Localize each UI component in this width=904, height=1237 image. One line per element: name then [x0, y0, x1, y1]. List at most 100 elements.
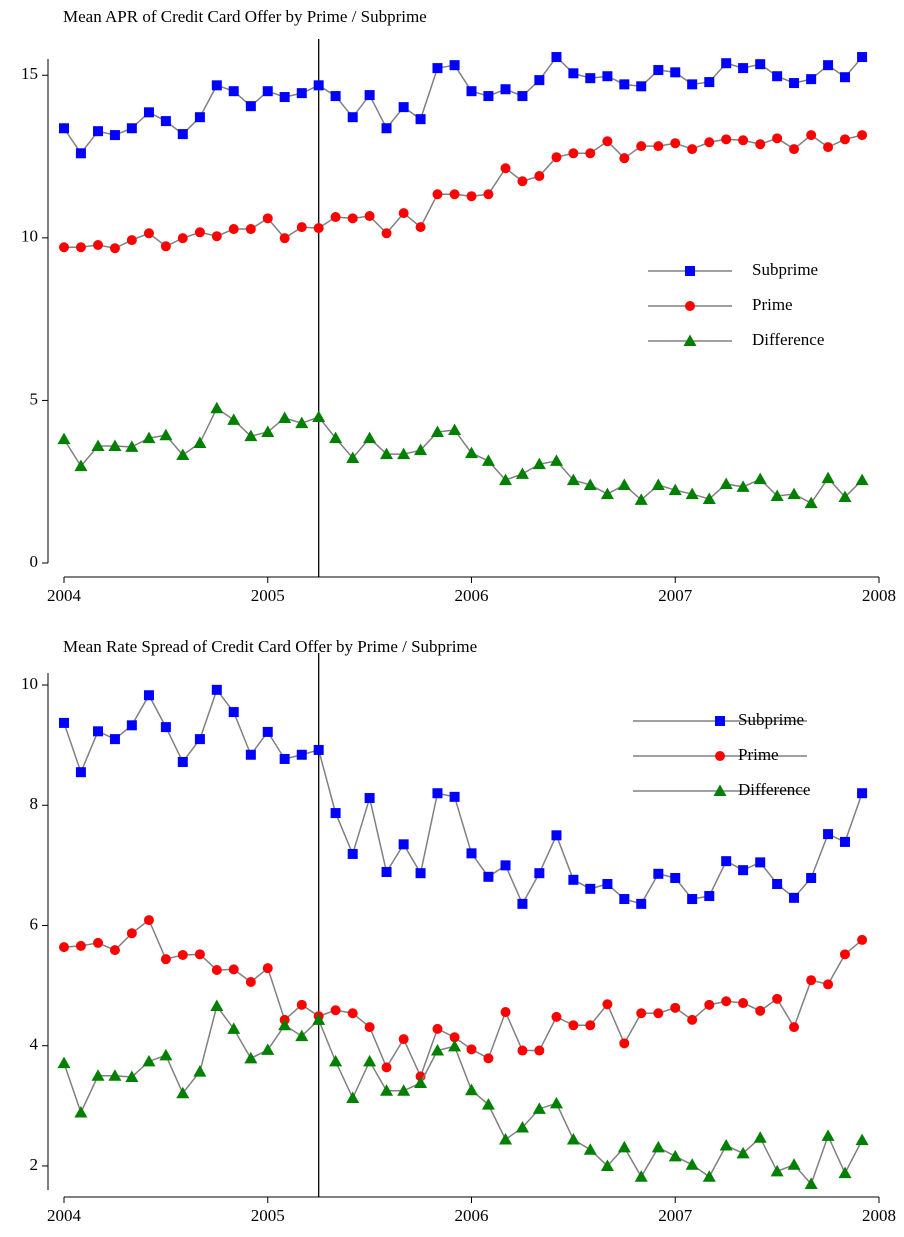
x-tick-label: 2005 [251, 1206, 285, 1225]
data-point [532, 457, 546, 470]
data-point [619, 79, 630, 90]
data-point [857, 934, 868, 945]
data-point [91, 439, 105, 451]
data-point [551, 152, 562, 163]
data-point [126, 123, 137, 134]
data-point [312, 410, 326, 423]
data-point [448, 423, 462, 436]
data-point [670, 872, 681, 883]
y-tick-label: 5 [30, 389, 39, 408]
data-point [75, 767, 86, 778]
data-point [804, 1177, 818, 1189]
data-point [228, 86, 239, 97]
data-point [483, 91, 494, 102]
data-point [126, 720, 137, 731]
data-point [736, 1146, 750, 1159]
data-point [789, 1022, 800, 1033]
data-point [279, 92, 290, 103]
data-point [142, 431, 156, 444]
y-tick-label: 15 [21, 64, 38, 83]
data-point [568, 1020, 579, 1031]
data-point [806, 130, 817, 141]
data-point [821, 471, 835, 484]
data-point [295, 416, 309, 429]
data-point [194, 734, 205, 745]
y-tick-label: 6 [30, 914, 39, 933]
x-tick-label: 2005 [251, 586, 285, 605]
data-point [583, 478, 597, 490]
data-point [619, 1038, 630, 1049]
data-point [296, 222, 307, 233]
data-point [617, 478, 631, 490]
data-point [736, 480, 750, 492]
data-point [585, 148, 596, 159]
data-point [585, 73, 596, 84]
data-point [789, 78, 800, 89]
data-point [74, 459, 88, 472]
data-point [449, 189, 460, 200]
data-point [449, 791, 460, 802]
data-point [534, 868, 545, 879]
data-point [380, 447, 394, 460]
data-point [347, 213, 358, 224]
data-point [93, 239, 104, 250]
data-point [770, 489, 784, 502]
data-point [838, 1166, 852, 1179]
x-tick-label: 2004 [47, 586, 82, 605]
data-point [738, 135, 749, 146]
data-point [685, 487, 699, 500]
legend-marker [715, 751, 725, 761]
x-tick-label: 2007 [658, 1206, 693, 1225]
x-tick-label: 2006 [455, 1206, 489, 1225]
data-point [602, 999, 613, 1010]
data-point [193, 1065, 207, 1077]
data-point [738, 865, 749, 876]
data-point [245, 749, 256, 760]
data-point [160, 722, 171, 733]
y-tick-label: 4 [30, 1035, 39, 1054]
data-point [93, 726, 104, 737]
data-point [279, 753, 290, 764]
data-point [262, 963, 273, 974]
data-point [515, 467, 529, 479]
data-point [329, 431, 343, 444]
data-point [500, 1007, 511, 1018]
data-point [228, 964, 239, 975]
data-point [381, 228, 392, 239]
data-point [719, 1139, 733, 1151]
data-point [839, 949, 850, 960]
data-point [789, 144, 800, 155]
data-point [432, 63, 443, 74]
data-point [313, 80, 324, 91]
data-point [397, 1084, 411, 1096]
x-tick-label: 2008 [862, 586, 896, 605]
data-point [772, 993, 783, 1004]
data-point [448, 1039, 462, 1052]
data-point [59, 942, 69, 953]
data-point [772, 879, 783, 890]
data-point [415, 222, 426, 233]
data-point [839, 72, 850, 83]
data-point [534, 75, 545, 86]
data-point [466, 1044, 477, 1055]
data-point [687, 79, 698, 90]
data-point [704, 77, 715, 88]
data-point [432, 788, 443, 799]
data-point [517, 91, 528, 102]
data-point [211, 80, 222, 91]
data-point [330, 212, 341, 223]
data-point [261, 425, 275, 437]
data-point [142, 1054, 156, 1067]
data-point [227, 1022, 241, 1034]
chart-title: Mean Rate Spread of Credit Card Offer by… [63, 637, 477, 656]
data-point [108, 1069, 122, 1081]
data-point [483, 1053, 494, 1064]
data-point [278, 411, 292, 423]
data-point [839, 134, 850, 145]
data-point [159, 428, 173, 441]
data-point [177, 949, 188, 960]
data-point [430, 425, 444, 437]
data-point [770, 1164, 784, 1177]
data-point [177, 233, 188, 244]
